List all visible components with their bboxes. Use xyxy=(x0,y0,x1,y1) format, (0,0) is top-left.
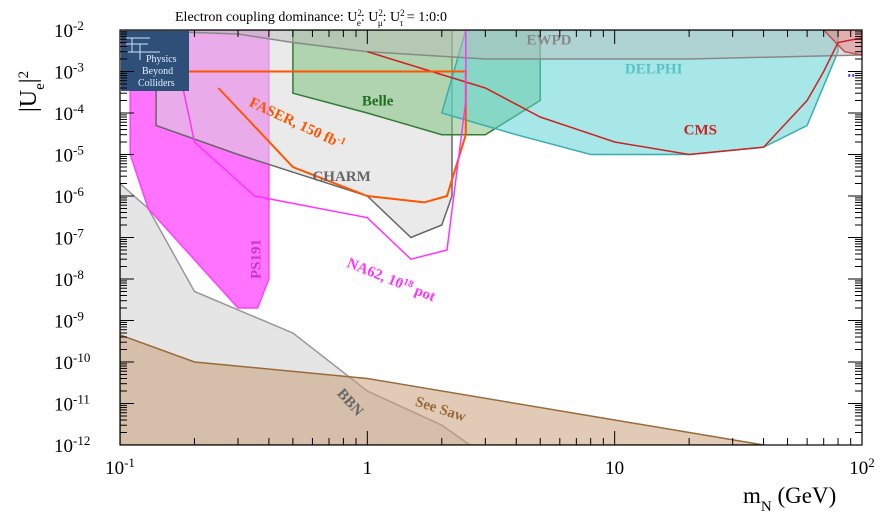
y-tick-label: 10-3 xyxy=(54,59,84,84)
label-ewpd: EWPD xyxy=(526,32,571,48)
y-tick-label: 10-7 xyxy=(54,225,84,250)
y-axis-tick-labels: 10-2 10-3 10-4 10-5 10-6 10-7 10-8 10-9 10-10 10-… xyxy=(54,18,90,458)
y-tick-label: 10-6 xyxy=(54,184,84,209)
x-tick-label: 102 xyxy=(849,455,875,480)
label-na62-10: NA62, 1018 pot xyxy=(345,254,438,305)
y-tick-label: 10-11 xyxy=(54,391,90,416)
sensitivity-curves xyxy=(163,30,862,261)
x-axis-tick-labels: 10-1 1 10 102 xyxy=(105,455,875,480)
chart-title: Electron coupling dominance: U2 e: U2 μ: U… xyxy=(175,8,447,28)
x-tick-label: 10 xyxy=(605,458,624,479)
label-cms: CMS xyxy=(684,123,717,139)
y-tick-label: 10-2 xyxy=(54,18,84,43)
region-see-saw xyxy=(120,334,764,445)
label-ps191: PS191 xyxy=(249,239,265,279)
y-tick-label: 10-4 xyxy=(54,101,84,126)
y-tick-label: 10-12 xyxy=(54,433,90,458)
y-tick-label: 10-8 xyxy=(54,267,84,292)
x-axis-label: mN (GeV) xyxy=(743,483,836,515)
curve-na62-10-18-pot xyxy=(169,30,467,261)
logo-line-3: Colliders xyxy=(138,78,175,89)
label-charm: CHARM xyxy=(312,169,370,185)
y-tick-label: 10-5 xyxy=(54,142,84,167)
exclusion-regions xyxy=(120,30,862,445)
label-delphi: DELPHI xyxy=(625,61,683,77)
physics-beyond-colliders-logo: Physics Beyond Colliders xyxy=(121,31,189,91)
y-tick-label: 10-9 xyxy=(54,308,84,333)
curve-faser-150-fb-1 xyxy=(163,70,467,204)
logo-line-1: Physics xyxy=(146,54,177,65)
region-ewpd xyxy=(120,30,862,60)
x-axis-ticks xyxy=(119,30,852,445)
y-axis-ticks xyxy=(120,29,862,446)
label-belle: Belle xyxy=(362,94,394,110)
curve-cms xyxy=(367,37,862,156)
logo-line-2: Beyond xyxy=(142,66,173,77)
x-tick-label: 1 xyxy=(363,458,373,479)
y-tick-label: 10-10 xyxy=(54,350,90,375)
y-axis-label: |Ue|2 xyxy=(16,71,48,112)
x-tick-label: 10-1 xyxy=(105,455,135,480)
